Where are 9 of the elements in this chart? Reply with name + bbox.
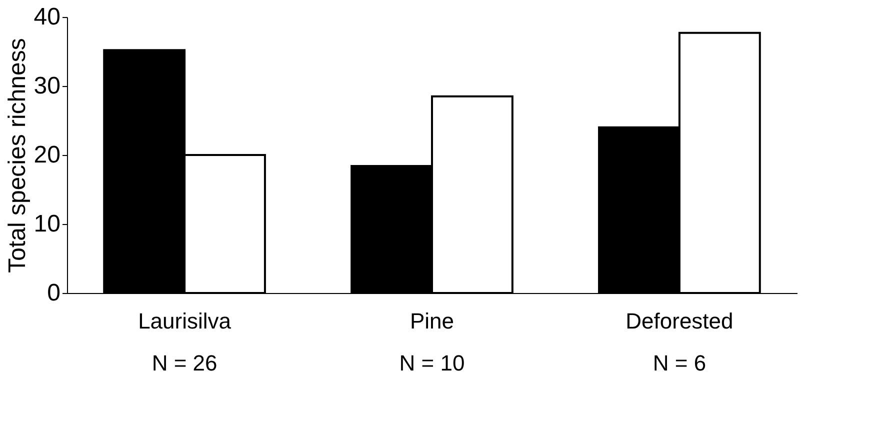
y-tick-label: 20 bbox=[34, 142, 60, 168]
y-axis-title: Total species richness bbox=[4, 38, 31, 273]
y-tick-label: 30 bbox=[34, 72, 60, 100]
x-tick-label: Pine N = 10 bbox=[399, 308, 465, 376]
y-tick-label: 10 bbox=[34, 210, 60, 238]
x-tick-label: Deforested N = 6 bbox=[626, 308, 734, 376]
y-tick-label: 40 bbox=[34, 4, 60, 30]
y-tick-label: 0 bbox=[47, 280, 60, 306]
x-tick-label: Laurisilva N = 26 bbox=[138, 308, 232, 376]
